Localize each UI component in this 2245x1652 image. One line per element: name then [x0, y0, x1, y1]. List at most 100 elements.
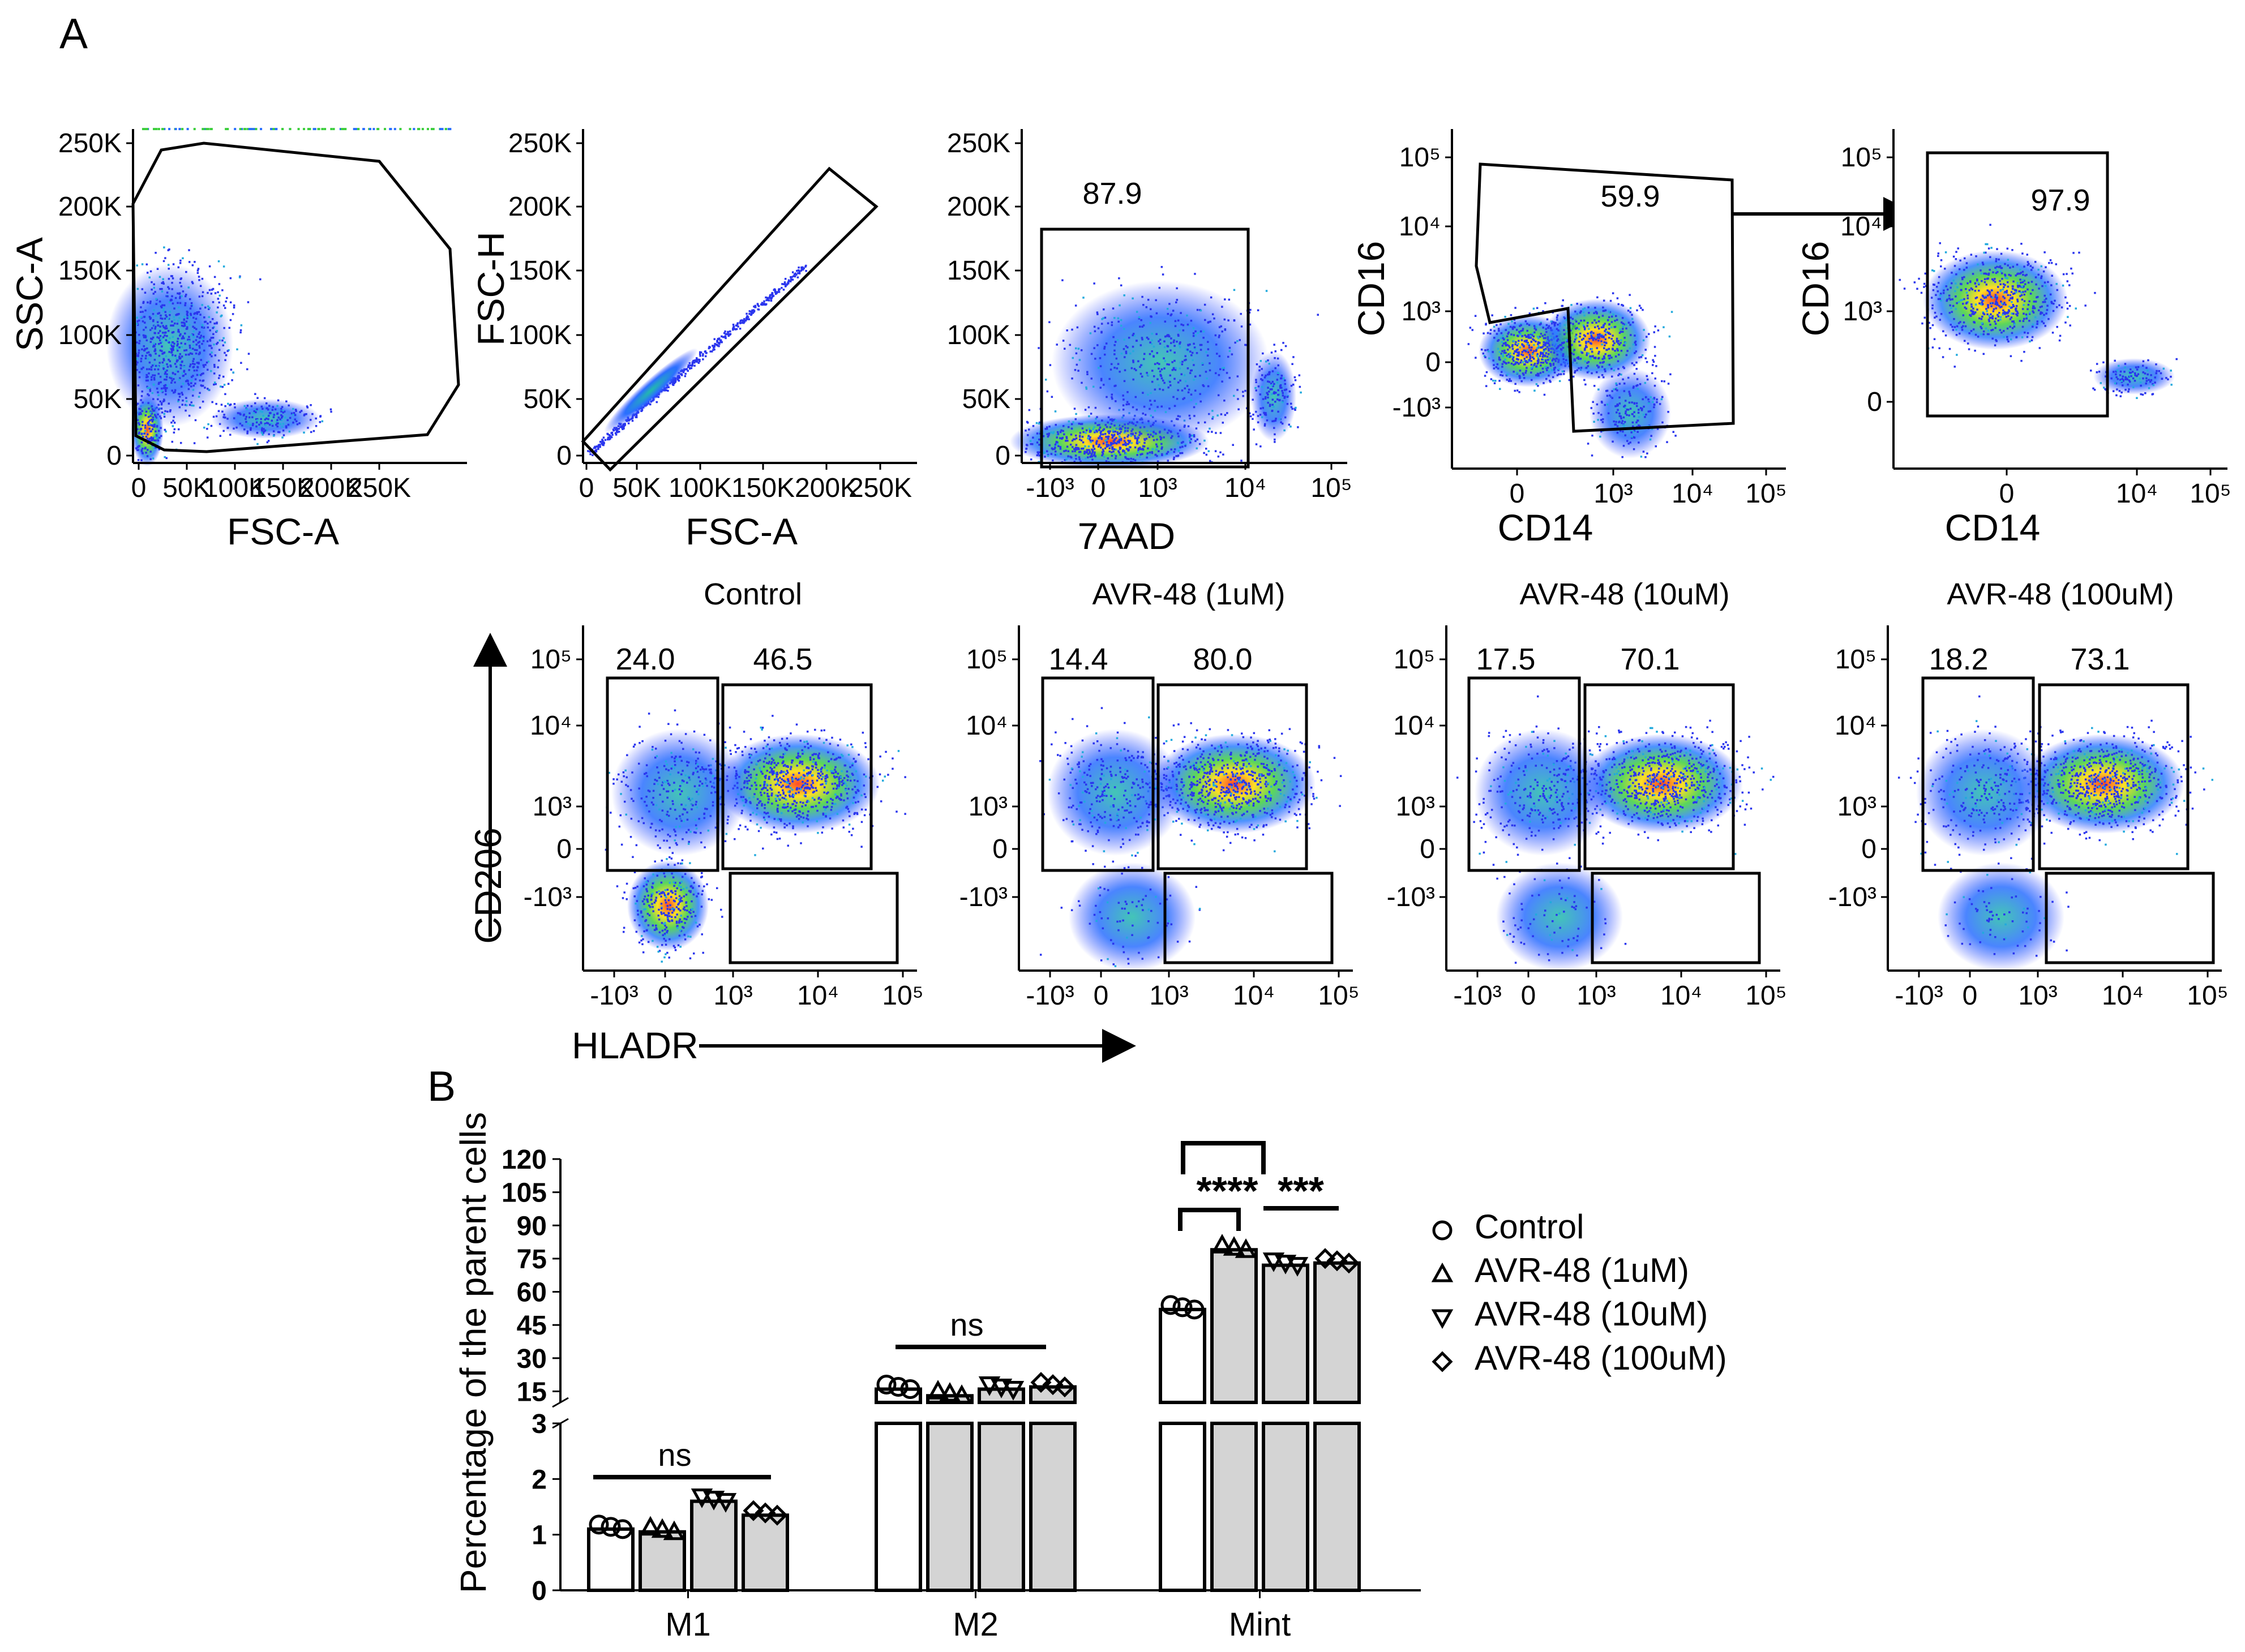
event-dot [151, 281, 153, 284]
event-dot [254, 438, 256, 440]
event-dot [265, 422, 268, 424]
event-dot [1974, 349, 1976, 352]
event-dot [1586, 321, 1589, 324]
event-dot [164, 388, 167, 391]
event-dot [748, 310, 751, 312]
event-dot [256, 397, 259, 399]
event-dot [188, 346, 191, 349]
event-dot [1986, 243, 1989, 246]
event-dot [815, 789, 818, 792]
event-dot [1999, 265, 2002, 268]
event-dot [2066, 273, 2068, 275]
event-dot [1186, 349, 1189, 351]
event-dot [1094, 422, 1096, 424]
event-dot [1989, 224, 1991, 226]
event-dot [252, 423, 254, 425]
event-dot [1170, 337, 1172, 340]
event-dot [1068, 420, 1070, 423]
event-dot [1996, 291, 1999, 294]
event-dot [1210, 296, 1213, 299]
event-dot [140, 459, 143, 461]
event-dot [2154, 376, 2156, 379]
event-dot [1616, 337, 1618, 340]
event-dot [1149, 451, 1151, 454]
event-dot [1556, 314, 1559, 317]
event-dot [1092, 444, 1095, 447]
event-dot [1622, 378, 1624, 381]
event-dot [1511, 344, 1514, 346]
event-dot [218, 349, 221, 351]
event-dot [1603, 341, 1606, 344]
event-dot [2011, 306, 2013, 308]
event-dot [1143, 353, 1146, 355]
event-dot [1617, 340, 1620, 342]
x-tick-label: 50K [612, 473, 661, 503]
event-dot [599, 444, 601, 447]
dots [1899, 224, 2178, 400]
event-dot [673, 382, 675, 384]
event-dot [309, 419, 312, 421]
event-dot [2165, 377, 2167, 379]
event-dot [1588, 312, 1590, 314]
event-dot [267, 408, 269, 411]
event-dot [1923, 286, 1925, 288]
event-dot [2027, 308, 2029, 311]
event-dot [1081, 427, 1084, 430]
event-dot [147, 421, 150, 423]
event-dot [312, 430, 315, 432]
event-dot [737, 325, 739, 328]
event-dot [1173, 359, 1176, 362]
event-dot [1974, 311, 1977, 314]
event-dot [1528, 312, 1531, 315]
event-dot [1975, 285, 1977, 288]
event-dot [306, 405, 309, 407]
event-dot [1946, 288, 1949, 291]
event-dot [1644, 381, 1647, 384]
event-dot [142, 334, 145, 337]
event-dot [1540, 323, 1542, 325]
event-dot [1982, 330, 1985, 333]
event-dot [2026, 254, 2029, 256]
event-dot [687, 366, 690, 368]
event-dot [1501, 366, 1503, 368]
event-dot [1620, 321, 1623, 324]
event-dot [752, 312, 755, 314]
event-dot [1620, 339, 1622, 341]
event-dot [1629, 311, 1631, 314]
event-dot [165, 390, 167, 392]
event-dot [161, 341, 163, 344]
x-axis-label: CD14 [1945, 507, 2041, 548]
event-dot [1193, 342, 1195, 345]
event-dot [175, 366, 178, 368]
event-dot [2028, 312, 2031, 315]
event-dot [1635, 421, 1638, 424]
event-dot [172, 263, 175, 265]
x-tick-label: 10⁴ [1224, 473, 1266, 503]
event-dot [169, 301, 171, 303]
event-dot [1262, 352, 1264, 355]
event-dot [251, 416, 254, 419]
event-dot [1176, 455, 1179, 457]
event-dot [793, 273, 796, 276]
event-dot [597, 447, 599, 450]
event-dot [1054, 443, 1057, 446]
event-dot [1125, 345, 1128, 347]
event-dot [1102, 317, 1105, 319]
event-dot [1516, 354, 1519, 357]
event-dot [2002, 314, 2004, 316]
event-dot [2011, 288, 2014, 290]
event-dot [1518, 340, 1520, 342]
event-dot [1963, 257, 1966, 260]
event-dot [1503, 351, 1506, 354]
gate-value: 97.9 [2030, 183, 2090, 217]
event-dot [1604, 338, 1606, 341]
event-dot [1617, 409, 1619, 411]
x-tick-label: 200K [795, 473, 858, 503]
event-dot [1160, 448, 1163, 450]
event-dot [2116, 370, 2119, 372]
event-dot [1528, 346, 1531, 349]
event-dot [1038, 454, 1040, 457]
event-dot [2094, 291, 2096, 294]
event-dot [674, 380, 677, 383]
event-dot [198, 345, 200, 347]
